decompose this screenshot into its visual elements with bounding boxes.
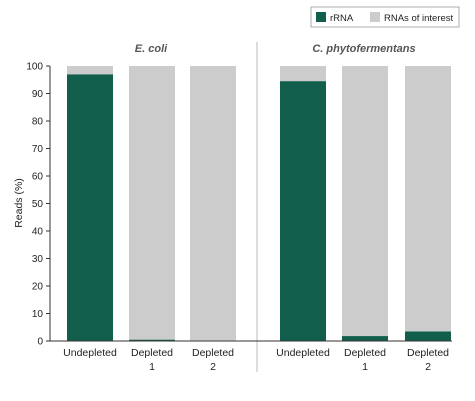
bar-e-coli-1-rrna [67,74,113,341]
x-label-e-coli-1: Undepleted [63,347,117,359]
legend: rRNA RNAs of interest [310,6,460,28]
x-label-c-phytofermentans-3: Depleted [407,347,449,359]
bar-c-phytofermentans-2-rrna [342,336,388,341]
panel-title-e-coli: E. coli [135,43,168,55]
y-tick-label-100: 100 [26,62,43,73]
bar-c-phytofermentans-3-rnas-of-interest [405,66,451,332]
y-tick-label-70: 70 [32,144,44,155]
y-tick-label-20: 20 [32,282,44,293]
y-tick-label-0: 0 [37,337,43,348]
y-axis: 0 10 20 30 40 50 60 70 80 90 100 [26,62,51,348]
bar-c-phytofermentans-3-rrna [405,331,451,341]
y-axis-label: Reads (%) [13,178,25,228]
x-label-e-coli-2: Depleted [131,347,173,359]
legend-label-rrna: rRNA [330,13,354,24]
legend-box [310,6,460,28]
panel-title-c-phytofermentans: C. phytofermentans [312,43,415,55]
bar-e-coli-2-rnas-of-interest [129,66,175,340]
bar-e-coli-2-rrna [129,339,175,341]
y-tick-label-50: 50 [32,199,44,210]
x-label-line2-c-phytofermentans-2: 1 [362,361,368,373]
bar-c-phytofermentans-1-rnas-of-interest [280,66,326,82]
x-label-line2-e-coli-2: 1 [149,361,155,373]
x-label-c-phytofermentans-1: Undepleted [276,347,330,359]
x-axis-labels: Undepleted Depleted 1 Depleted 2 Undepleted De… [63,347,449,373]
legend-swatch-rnas-of-interest [370,12,380,22]
x-label-e-coli-3: Depleted [192,347,234,359]
bar-e-coli-1-rnas-of-interest [67,66,113,75]
x-label-line2-e-coli-3: 2 [210,361,216,373]
y-tick-label-30: 30 [32,254,44,265]
bar-c-phytofermentans-2-rnas-of-interest [342,66,388,337]
y-tick-label-60: 60 [32,172,44,183]
x-label-line2-c-phytofermentans-3: 2 [425,361,431,373]
legend-swatch-rrna [316,12,326,22]
bars [50,66,452,342]
bar-e-coli-3-rnas-of-interest [190,66,236,341]
y-tick-label-80: 80 [32,117,44,128]
legend-label-rnas-of-interest: RNAs of interest [384,13,454,24]
y-tick-label-10: 10 [32,309,44,320]
y-tick-label-40: 40 [32,227,44,238]
x-label-c-phytofermentans-2: Depleted [344,347,386,359]
y-tick-label-90: 90 [32,89,44,100]
bar-c-phytofermentans-1-rrna [280,81,326,341]
